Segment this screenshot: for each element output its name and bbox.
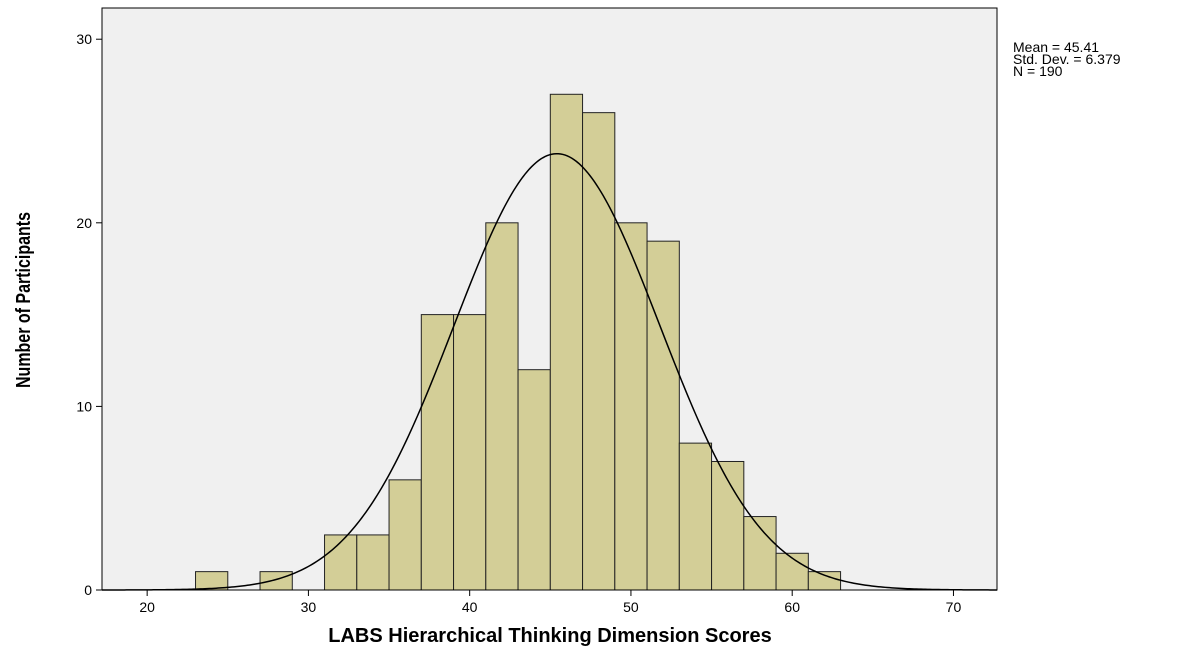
bar — [485, 222, 519, 591]
bar — [549, 93, 584, 591]
bar — [259, 571, 293, 591]
y-tick-label: 30 — [76, 31, 92, 47]
y-tick-label: 10 — [76, 398, 92, 414]
x-tick-label: 50 — [623, 599, 639, 615]
bar — [388, 479, 422, 591]
x-tick-label: 40 — [462, 599, 478, 615]
bar — [517, 369, 551, 591]
x-tick-label: 60 — [784, 599, 800, 615]
stat-label: N = 190 — [1013, 63, 1063, 79]
normal-curve — [101, 152, 997, 591]
bar — [614, 222, 648, 591]
x-axis-title: LABS Hierarchical Thinking Dimension Sco… — [328, 625, 771, 647]
x-tick-label: 70 — [946, 599, 962, 615]
bar — [582, 112, 616, 591]
x-tick-label: 20 — [139, 599, 155, 615]
x-tick-label: 30 — [301, 599, 317, 615]
bar — [678, 442, 713, 591]
bar — [324, 534, 358, 591]
bar — [453, 314, 487, 591]
bar — [356, 534, 390, 591]
stat-label: Mean = 45.41 — [1013, 39, 1099, 55]
stat-label: Std. Dev. = 6.379 — [1013, 51, 1121, 67]
plot-border — [101, 7, 998, 591]
bar — [420, 314, 455, 591]
y-tick-label: 0 — [84, 582, 92, 598]
y-axis-title: Number of Participants — [12, 212, 34, 388]
y-tick-label: 20 — [76, 215, 92, 231]
bar — [646, 240, 680, 591]
